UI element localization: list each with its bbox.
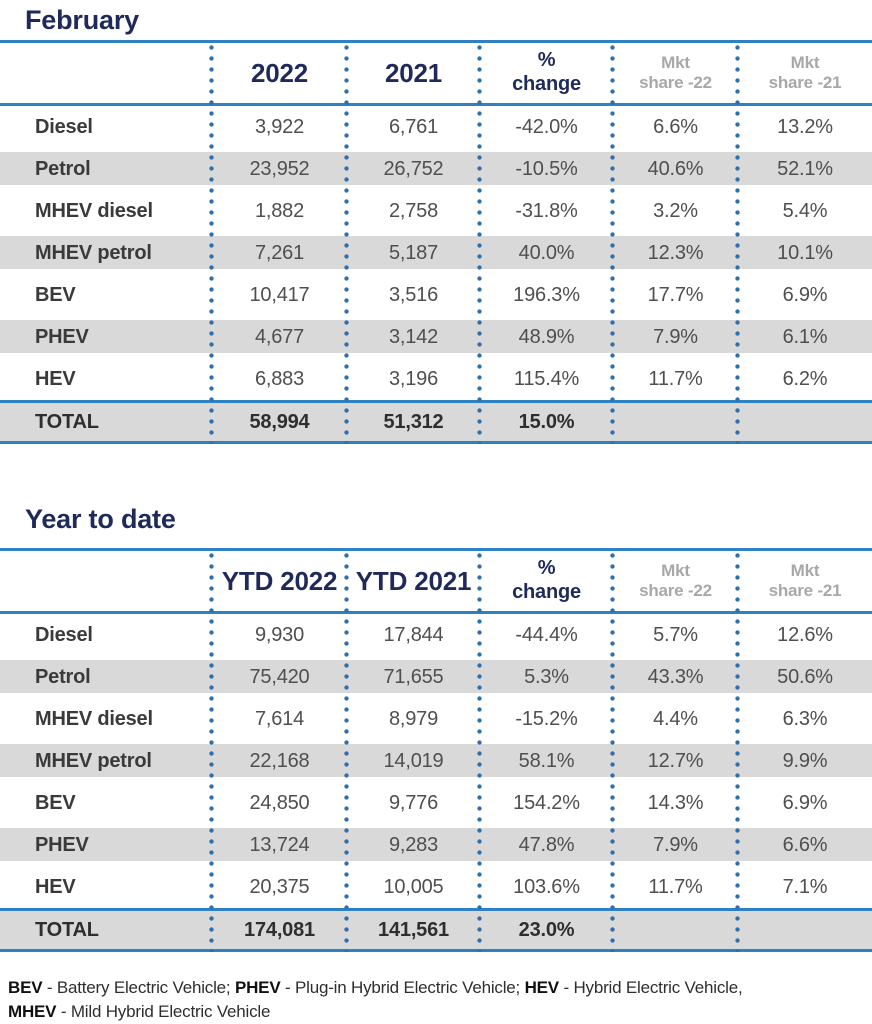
table-row-phev: PHEV 4,677 3,142 48.9% 7.9% 6.1% bbox=[0, 316, 872, 358]
row-label: Petrol bbox=[35, 157, 91, 180]
table-row-mhev-petrol: MHEV petrol 22,168 14,019 58.1% 12.7% 9.… bbox=[0, 740, 872, 782]
header-mkt-share-21: Mkt share -21 bbox=[768, 560, 842, 600]
legend-bev-abbr: BEV bbox=[8, 978, 43, 997]
header-mkt-share-22: Mkt share -22 bbox=[639, 560, 712, 600]
header-ytd-2021: YTD 2021 bbox=[355, 565, 472, 596]
row-label: MHEV diesel bbox=[35, 199, 153, 222]
legend-hev-text: - Hybrid Electric Vehicle, bbox=[558, 978, 743, 997]
table-row-total: TOTAL 174,081 141,561 23.0% bbox=[0, 908, 872, 952]
row-label: Diesel bbox=[35, 115, 93, 138]
row-label: Petrol bbox=[35, 665, 91, 688]
row-label: PHEV bbox=[35, 325, 89, 348]
february-table: 2022 2021 % change Mkt share -22 Mkt sha… bbox=[0, 40, 872, 444]
table-row-petrol: Petrol 75,420 71,655 5.3% 43.3% 50.6% bbox=[0, 656, 872, 698]
header-bottom-rule bbox=[0, 611, 872, 614]
table-row-mhev-petrol: MHEV petrol 7,261 5,187 40.0% 12.3% 10.1… bbox=[0, 232, 872, 274]
header-ytd-2022: YTD 2022 bbox=[221, 565, 338, 596]
table-row-hev: HEV 6,883 3,196 115.4% 11.7% 6.2% bbox=[0, 358, 872, 400]
legend-phev-text: - Plug-in Hybrid Electric Vehicle; bbox=[280, 978, 525, 997]
row-label: MHEV petrol bbox=[35, 749, 152, 772]
table-row-hev: HEV 20,375 10,005 103.6% 11.7% 7.1% bbox=[0, 866, 872, 908]
table-row-phev: PHEV 13,724 9,283 47.8% 7.9% 6.6% bbox=[0, 824, 872, 866]
table-row-petrol: Petrol 23,952 26,752 -10.5% 40.6% 52.1% bbox=[0, 148, 872, 190]
header-bottom-rule bbox=[0, 103, 872, 106]
table-row-mhev-diesel: MHEV diesel 7,614 8,979 -15.2% 4.4% 6.3% bbox=[0, 698, 872, 740]
header-pct-change: % change bbox=[512, 557, 581, 603]
table-row-total: TOTAL 58,994 51,312 15.0% bbox=[0, 400, 872, 444]
year-to-date-table: YTD 2022 YTD 2021 % change Mkt share -22… bbox=[0, 548, 872, 952]
section-title-year-to-date: Year to date bbox=[25, 504, 176, 534]
header-2021: 2021 bbox=[384, 57, 443, 88]
ytd-header-row: YTD 2022 YTD 2021 % change Mkt share -22… bbox=[0, 551, 872, 611]
legend-phev-abbr: PHEV bbox=[234, 978, 281, 997]
header-pct-change: % change bbox=[512, 49, 581, 95]
section-title-february: February bbox=[25, 5, 139, 35]
row-label: BEV bbox=[35, 791, 76, 814]
table-top-rule bbox=[0, 40, 872, 43]
row-label: PHEV bbox=[35, 833, 89, 856]
abbreviation-legend: BEV - Battery Electric Vehicle; PHEV - P… bbox=[0, 976, 872, 1024]
legend-hev-abbr: HEV bbox=[524, 978, 560, 997]
header-empty-cell bbox=[0, 43, 212, 103]
total-label: TOTAL bbox=[35, 918, 99, 941]
table-top-rule bbox=[0, 548, 872, 551]
row-label: Diesel bbox=[35, 623, 93, 646]
row-label: HEV bbox=[35, 367, 76, 390]
row-label: HEV bbox=[35, 875, 76, 898]
row-label: MHEV diesel bbox=[35, 707, 153, 730]
total-label: TOTAL bbox=[35, 410, 99, 433]
february-header-row: 2022 2021 % change Mkt share -22 Mkt sha… bbox=[0, 43, 872, 103]
table-row-diesel: Diesel 3,922 6,761 -42.0% 6.6% 13.2% bbox=[0, 106, 872, 148]
table-row-mhev-diesel: MHEV diesel 1,882 2,758 -31.8% 3.2% 5.4% bbox=[0, 190, 872, 232]
header-mkt-share-22: Mkt share -22 bbox=[639, 52, 712, 92]
row-label: BEV bbox=[35, 283, 76, 306]
header-empty-cell bbox=[0, 551, 212, 611]
legend-bev-text: - Battery Electric Vehicle; bbox=[42, 978, 235, 997]
row-label: MHEV petrol bbox=[35, 241, 152, 264]
table-row-bev: BEV 10,417 3,516 196.3% 17.7% 6.9% bbox=[0, 274, 872, 316]
header-mkt-share-21: Mkt share -21 bbox=[768, 52, 842, 92]
table-row-bev: BEV 24,850 9,776 154.2% 14.3% 6.9% bbox=[0, 782, 872, 824]
legend-mhev-text: - Mild Hybrid Electric Vehicle bbox=[56, 1002, 271, 1021]
table-row-diesel: Diesel 9,930 17,844 -44.4% 5.7% 12.6% bbox=[0, 614, 872, 656]
legend-mhev-abbr: MHEV bbox=[8, 1002, 57, 1021]
header-2022: 2022 bbox=[250, 57, 309, 88]
